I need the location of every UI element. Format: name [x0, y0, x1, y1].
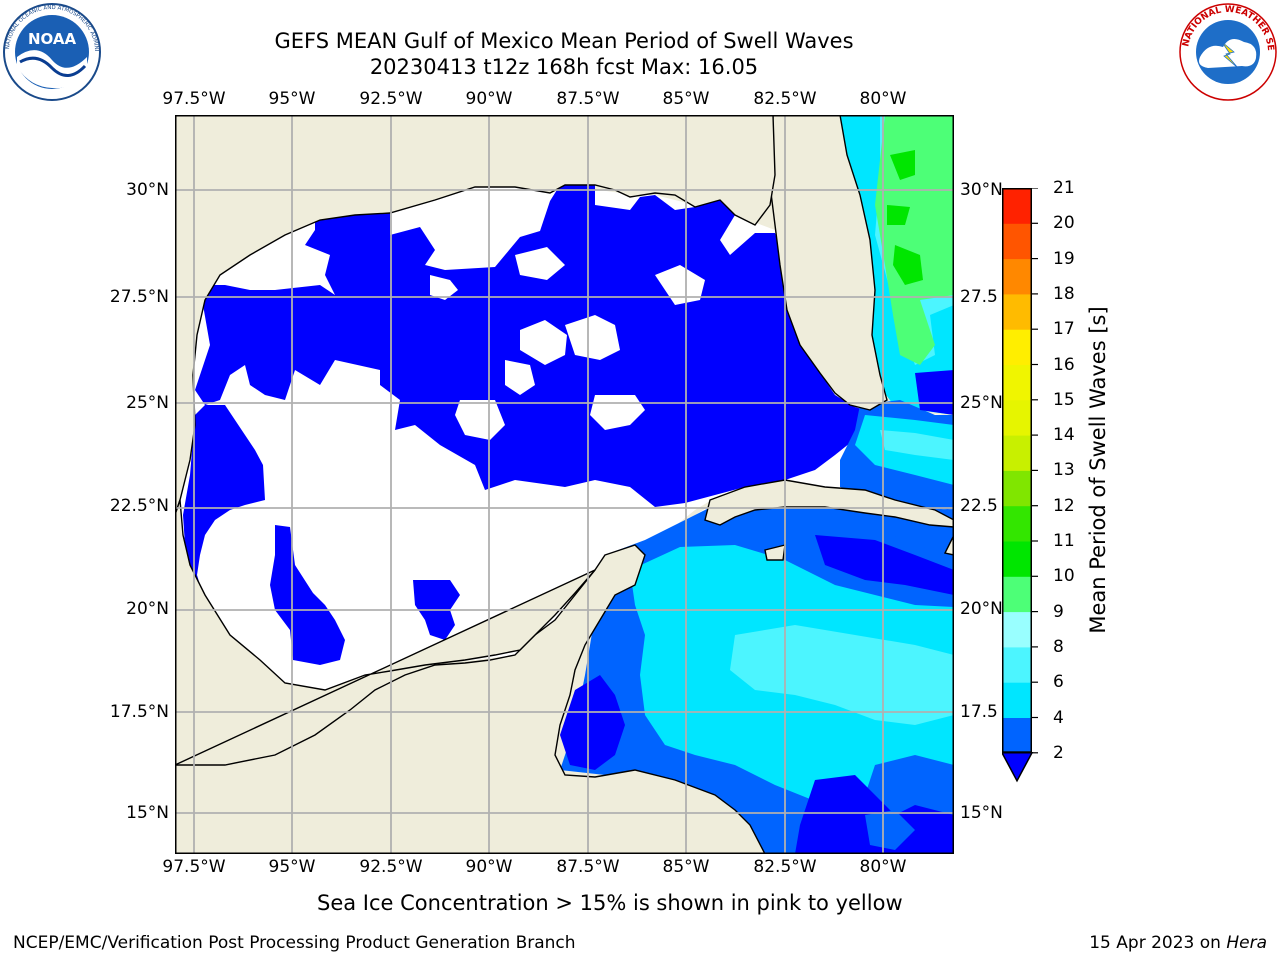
- footer-date: 15 Apr 2023 on Hera: [1089, 933, 1267, 953]
- footer-credit: NCEP/EMC/Verification Post Processing Pr…: [13, 933, 576, 953]
- lat-label-left: 30°N: [126, 180, 169, 200]
- colorbar-segment: [1002, 611, 1032, 648]
- lat-label-left: 22.5°N: [109, 496, 169, 516]
- lon-label-top: 82.5°W: [753, 89, 817, 109]
- colorbar-segment: [1002, 541, 1032, 577]
- colorbar-tick-label: 13: [1053, 460, 1075, 481]
- colorbar-segment: [1002, 399, 1032, 436]
- lon-label-bottom: 82.5°W: [753, 857, 817, 877]
- lat-label-left: 15°N: [126, 803, 169, 823]
- lon-label-top: 85°W: [662, 89, 710, 109]
- lon-label-top: 95°W: [268, 89, 316, 109]
- colorbar-segment: [1002, 258, 1032, 295]
- lon-label-bottom: 85°W: [662, 857, 710, 877]
- colorbar-title: Mean Period of Swell Waves [s]: [1086, 306, 1110, 634]
- lat-label-left: 17.5°N: [109, 702, 169, 722]
- colorbar-tick-label: 4: [1053, 707, 1064, 728]
- lon-label-bottom: 97.5°W: [162, 857, 226, 877]
- colorbar-tick-label: 15: [1053, 389, 1075, 410]
- lon-label-bottom: 90°W: [465, 857, 513, 877]
- colorbar-tick-label: 9: [1053, 601, 1064, 622]
- colorbar-tick-label: 17: [1053, 319, 1075, 340]
- colorbar-extend-triangle: [1000, 752, 1034, 783]
- chart-title: GEFS MEAN Gulf of Mexico Mean Period of …: [274, 29, 854, 53]
- colorbar-segment: [1002, 646, 1032, 683]
- lat-label-right: 30°N: [960, 180, 1003, 200]
- colorbar-outline: [1002, 188, 1032, 753]
- map-grid: [175, 115, 954, 854]
- colorbar-segment: [1002, 364, 1032, 401]
- colorbar-tick-label: 2: [1053, 742, 1064, 763]
- colorbar-tick-label: 21: [1053, 178, 1075, 198]
- colorbar-tick-label: 6: [1053, 672, 1064, 693]
- noaa-logo: NOAA NATIONAL OCEANIC AND ATMOSPHERIC AD…: [0, 0, 102, 102]
- lon-label-top: 80°W: [859, 89, 907, 109]
- lat-label-right: 25°N: [960, 393, 1003, 413]
- lat-label-right: 20°N: [960, 599, 1003, 619]
- colorbar-segment: [1002, 435, 1032, 471]
- colorbar: [1000, 187, 1092, 788]
- nws-logo: NATIONAL WEATHER SERVICE: [1175, 0, 1278, 102]
- colorbar-segment: [1002, 470, 1032, 507]
- lat-label-right: 15°N: [960, 803, 1003, 823]
- lat-label-right: 27.5: [960, 287, 998, 307]
- colorbar-segment: [1002, 717, 1032, 754]
- sea-ice-note: Sea Ice Concentration > 15% is shown in …: [317, 891, 903, 915]
- lon-label-top: 87.5°W: [556, 89, 620, 109]
- colorbar-tick-label: 12: [1053, 495, 1075, 516]
- colorbar-segment: [1002, 293, 1032, 330]
- lat-label-left: 27.5°N: [109, 287, 169, 307]
- lat-label-left: 20°N: [126, 599, 169, 619]
- footer-date-text: 15 Apr 2023 on: [1089, 933, 1227, 953]
- colorbar-tick-label: 11: [1053, 531, 1075, 551]
- chart-subtitle: 20230413 t12z 168h fcst Max: 16.05: [369, 55, 759, 79]
- colorbar-tick-label: 14: [1053, 425, 1075, 446]
- lat-label-left: 25°N: [126, 393, 169, 413]
- lon-label-top: 92.5°W: [359, 89, 423, 109]
- colorbar-tick-label: 16: [1053, 354, 1075, 375]
- colorbar-tick-label: 19: [1053, 248, 1075, 269]
- lon-label-top: 90°W: [465, 89, 513, 109]
- footer-host: Hera: [1226, 933, 1267, 953]
- no-data-holes: [430, 247, 705, 440]
- lon-label-bottom: 92.5°W: [359, 857, 423, 877]
- colorbar-tick-label: 8: [1053, 636, 1064, 657]
- lon-label-bottom: 87.5°W: [556, 857, 620, 877]
- colorbar-tick-label: 20: [1053, 213, 1075, 234]
- colorbar-segment: [1002, 188, 1032, 224]
- lon-label-bottom: 80°W: [859, 857, 907, 877]
- land-masses: [175, 115, 954, 854]
- map-frame: [175, 115, 954, 854]
- lon-label-top: 97.5°W: [162, 89, 226, 109]
- colorbar-segment: [1002, 505, 1032, 542]
- swell-period-map: [175, 115, 954, 854]
- colorbar-tick-label: 18: [1053, 283, 1075, 304]
- svg-text:NOAA: NOAA: [28, 30, 77, 48]
- colorbar-segment: [1002, 682, 1032, 718]
- colorbar-tick-label: 10: [1053, 566, 1075, 587]
- colorbar-segment: [1002, 576, 1032, 613]
- lat-label-right: 22.5: [960, 496, 998, 516]
- lon-label-bottom: 95°W: [268, 857, 316, 877]
- colorbar-segment: [1002, 223, 1032, 260]
- colorbar-segment: [1002, 329, 1032, 365]
- lat-label-right: 17.5: [960, 702, 998, 722]
